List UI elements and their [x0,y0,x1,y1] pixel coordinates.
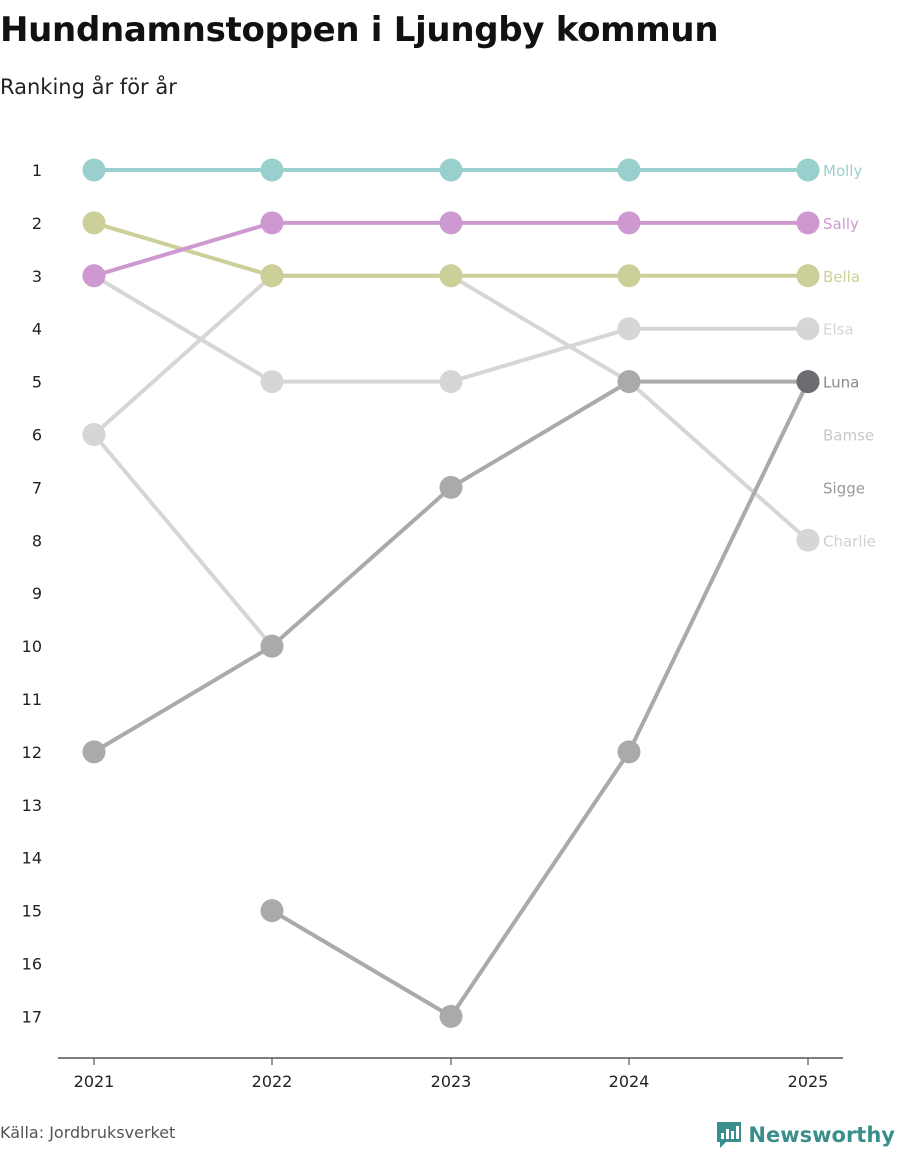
data-point-molly [439,158,463,182]
y-tick-label: 8 [32,531,42,550]
data-point-elsa [439,370,463,394]
series-label-molly: Molly [823,162,862,180]
data-point-sally [82,264,106,288]
series-label-bella: Bella [823,268,860,286]
data-point-luna [82,740,106,764]
series-line-elsa [92,273,810,384]
data-point-molly [796,158,820,182]
bar-chart-logo-icon [717,1122,742,1148]
data-point-bamse [796,528,820,552]
data-point-sally [617,211,641,235]
data-point-bella [260,264,284,288]
y-tick-label: 11 [22,690,42,709]
x-tick-label: 2024 [609,1072,650,1091]
data-point-luna [260,634,284,658]
x-tick-label: 2021 [74,1072,115,1091]
y-tick-label: 17 [22,1007,42,1026]
series-line-charlie [92,432,274,649]
x-tick-label: 2022 [252,1072,293,1091]
y-tick-label: 10 [22,637,42,656]
y-tick-label: 16 [22,955,42,974]
y-tick-label: 3 [32,267,42,286]
series-label-elsa: Elsa [823,321,854,339]
series-label-sigge: Sigge [823,479,865,497]
data-point-sally [260,211,284,235]
data-point-bella [439,264,463,288]
data-point-sigge [439,1004,463,1028]
series-label-charlie: Charlie [823,532,876,550]
y-tick-label: 9 [32,584,42,603]
data-point-bamse [82,423,106,446]
data-point-sigge [617,740,641,764]
series-line-luna [92,379,810,754]
data-point-sigge [260,899,284,923]
page-title: Hundnamnstoppen i Ljungby kommun [0,10,719,50]
data-point-molly [617,158,641,182]
y-tick-label: 6 [32,426,42,445]
series-line-sigge [270,379,810,1019]
data-point-luna [439,475,463,499]
y-tick-label: 14 [22,849,42,868]
series-label-luna: Luna [823,374,859,392]
data-point-elsa [617,317,641,341]
data-point-bella [796,264,820,288]
series-line-bamse [92,273,810,543]
data-point-molly [260,158,284,182]
y-tick-label: 15 [22,902,42,921]
series-label-bamse: Bamse [823,427,874,445]
data-point-luna [617,370,641,394]
y-tick-label: 4 [32,320,42,339]
data-point-elsa [796,317,820,341]
y-tick-label: 2 [32,214,42,233]
y-tick-label: 1 [32,161,42,180]
brand-logo: Newsworthy [716,1120,895,1150]
x-tick-label: 2023 [431,1072,472,1091]
data-point-bella [82,211,106,235]
data-point-luna [796,370,820,394]
brand-name: Newsworthy [748,1123,895,1147]
y-tick-label: 12 [22,743,42,762]
y-tick-label: 7 [32,478,42,497]
y-tick-label: 5 [32,373,42,392]
data-point-sally [796,211,820,235]
data-point-bella [617,264,641,288]
data-point-sally [439,211,463,235]
data-point-molly [82,158,106,182]
series-label-sally: Sally [823,215,859,233]
y-tick-label: 13 [22,796,42,815]
data-point-elsa [260,370,284,394]
source-note: Källa: Jordbruksverket [0,1123,176,1142]
x-tick-label: 2025 [788,1072,829,1091]
page-subtitle: Ranking år för år [0,75,177,99]
